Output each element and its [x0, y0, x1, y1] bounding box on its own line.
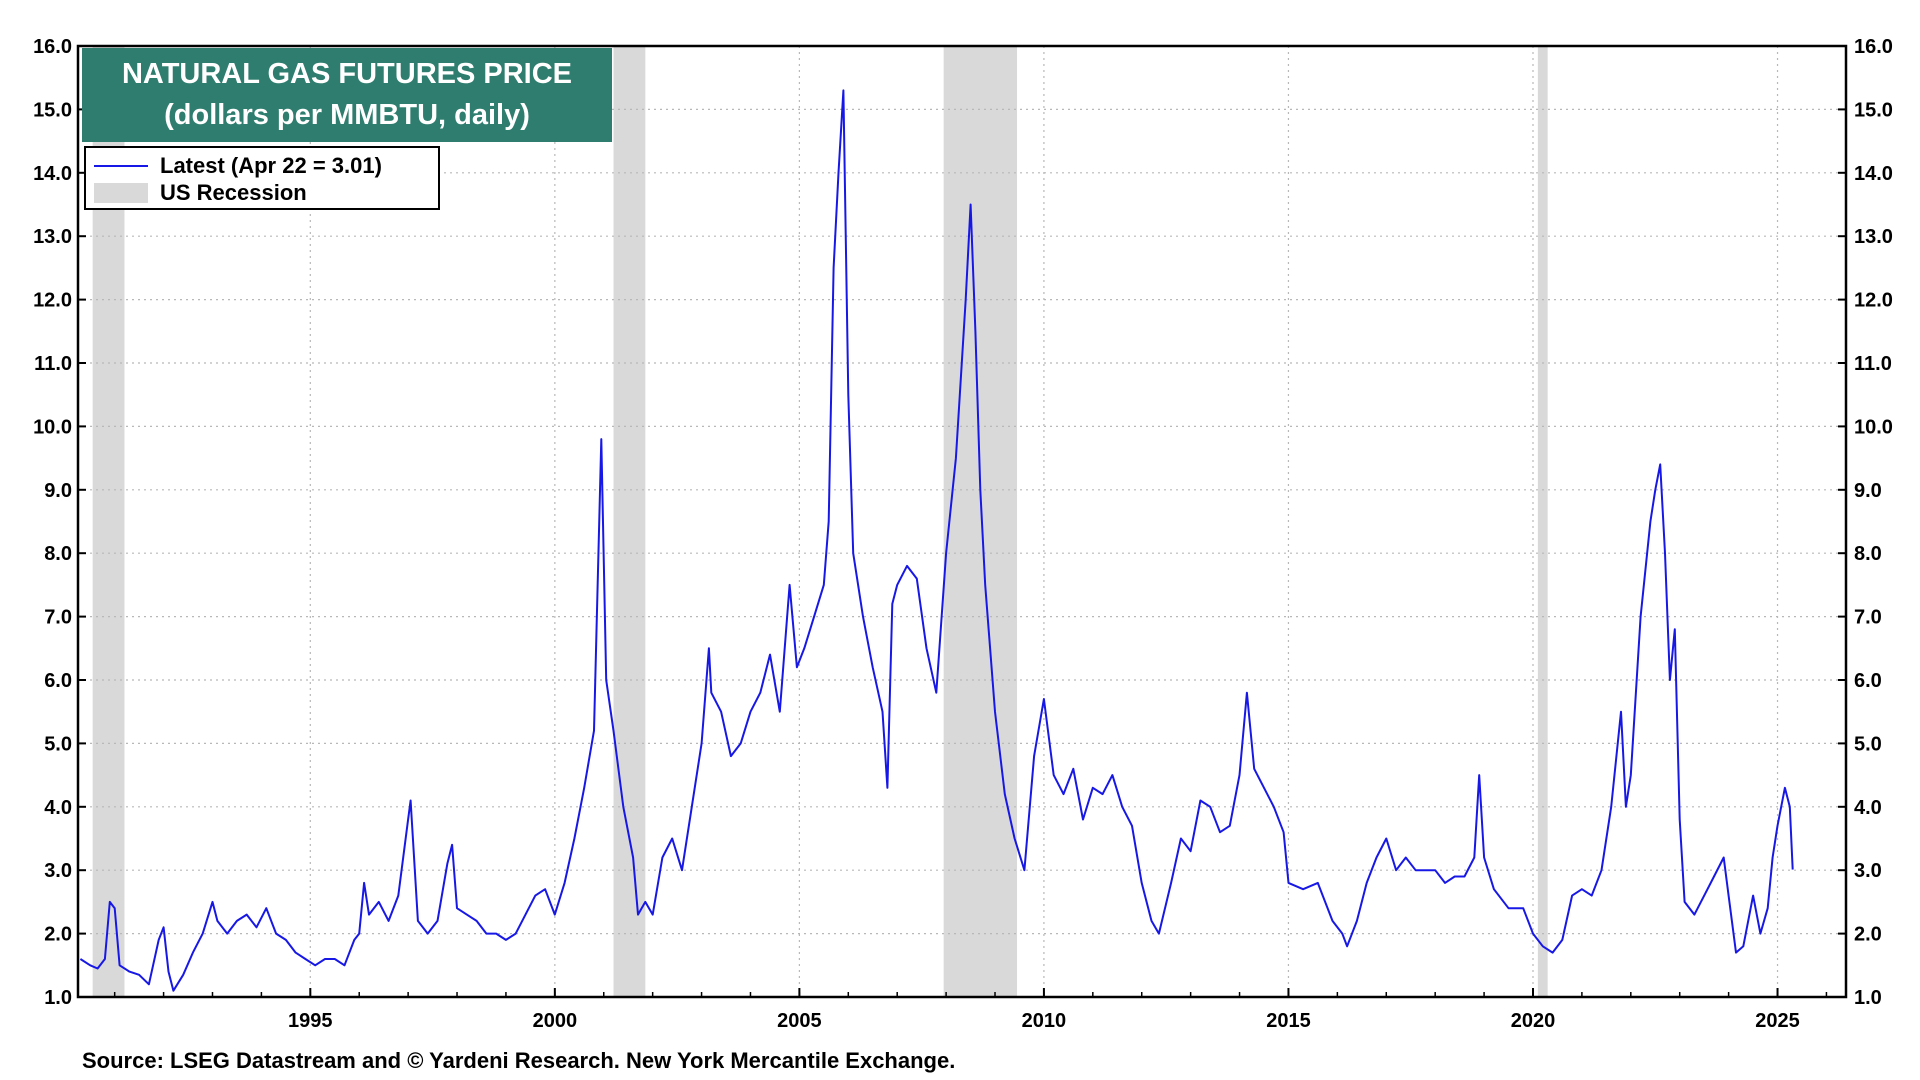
- x-tick-label: 2015: [1266, 1010, 1311, 1032]
- legend: Latest (Apr 22 = 3.01) US Recession: [84, 146, 440, 210]
- y-tick-label-right: 16.0: [1854, 36, 1893, 58]
- legend-recession-swatch: [94, 183, 148, 203]
- y-tick-label-right: 8.0: [1854, 543, 1882, 565]
- y-tick-label-left: 2.0: [44, 924, 72, 946]
- y-tick-label-right: 9.0: [1854, 480, 1882, 502]
- x-tick-label: 2005: [777, 1010, 822, 1032]
- legend-item-latest: Latest (Apr 22 = 3.01): [94, 153, 382, 179]
- y-tick-label-right: 13.0: [1854, 226, 1893, 248]
- y-tick-label-left: 10.0: [33, 416, 72, 438]
- y-tick-label-left: 1.0: [44, 987, 72, 1009]
- y-tick-label-left: 8.0: [44, 543, 72, 565]
- y-tick-label-right: 7.0: [1854, 607, 1882, 629]
- y-tick-label-right: 3.0: [1854, 860, 1882, 882]
- plot-frame: [76, 44, 1848, 999]
- chart-title-box: NATURAL GAS FUTURES PRICE (dollars per M…: [82, 48, 612, 142]
- legend-line-swatch: [94, 165, 148, 167]
- axis-ticks: 1.0 1.0 2.0 2.0 3.0 3.0 4.0 4.0 5.0 5.0 6.0 6.0 7.0 7…: [33, 36, 1893, 1032]
- y-tick-label-right: 2.0: [1854, 924, 1882, 946]
- y-tick-label-left: 11.0: [34, 353, 72, 375]
- y-tick-label-left: 4.0: [44, 797, 72, 819]
- y-tick-label-left: 9.0: [44, 480, 72, 502]
- x-tick-label: 2000: [533, 1010, 578, 1032]
- y-tick-label-left: 15.0: [33, 99, 72, 121]
- recession-band-3: [1537, 46, 1548, 997]
- x-tick-label: 2025: [1755, 1010, 1800, 1032]
- legend-label-latest: Latest (Apr 22 = 3.01): [160, 153, 382, 178]
- x-tick-label: 2010: [1022, 1010, 1067, 1032]
- y-tick-label-right: 6.0: [1854, 670, 1882, 692]
- source-note: Source: LSEG Datastream and © Yardeni Re…: [82, 1048, 956, 1073]
- recession-band-2: [943, 46, 1018, 997]
- y-tick-label-left: 16.0: [33, 36, 72, 58]
- y-tick-label-left: 7.0: [44, 607, 72, 629]
- y-tick-label-right: 15.0: [1854, 99, 1893, 121]
- y-tick-label-right: 5.0: [1854, 733, 1882, 755]
- y-tick-label-right: 12.0: [1854, 290, 1893, 312]
- y-tick-label-left: 13.0: [33, 226, 72, 248]
- y-tick-label-left: 14.0: [33, 163, 72, 185]
- y-tick-label-left: 12.0: [33, 290, 72, 312]
- chart-title: NATURAL GAS FUTURES PRICE: [121, 58, 573, 90]
- y-tick-label-right: 14.0: [1854, 163, 1893, 185]
- y-tick-label-left: 3.0: [44, 860, 72, 882]
- y-tick-label-left: 6.0: [44, 670, 72, 692]
- series-line-0: [79, 89, 1794, 992]
- y-tick-label-left: 5.0: [44, 733, 72, 755]
- recession-band-1: [613, 46, 646, 997]
- legend-item-recession: US Recession: [94, 180, 307, 206]
- series-layer: [79, 89, 1794, 992]
- x-tick-label: 1995: [288, 1010, 333, 1032]
- y-tick-label-right: 4.0: [1854, 797, 1882, 819]
- y-tick-label-right: 11.0: [1854, 353, 1892, 375]
- y-tick-label-right: 1.0: [1854, 987, 1882, 1009]
- chart-subtitle: (dollars per MMBTU, daily): [164, 99, 530, 131]
- x-tick-label: 2020: [1511, 1010, 1556, 1032]
- legend-label-recession: US Recession: [160, 180, 307, 205]
- y-tick-label-right: 10.0: [1854, 416, 1893, 438]
